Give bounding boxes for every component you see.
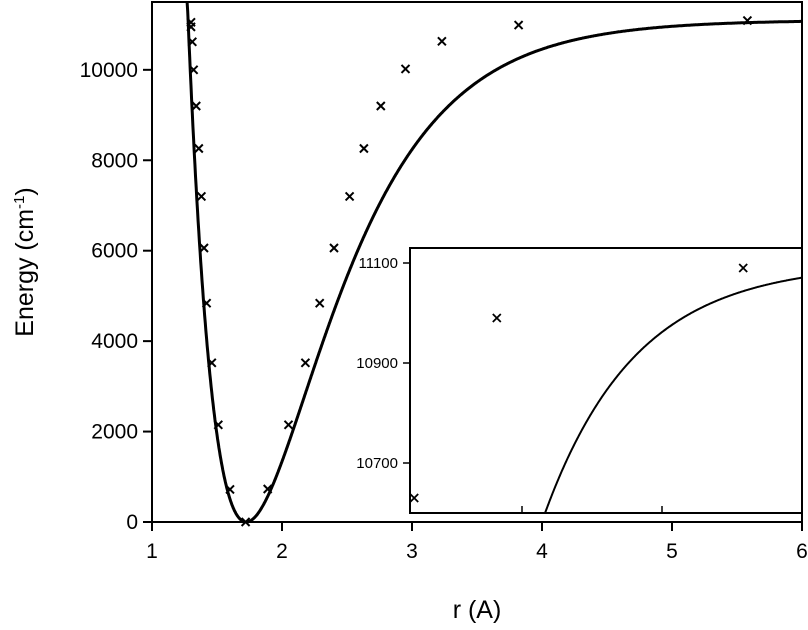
data-point-marker: [283, 420, 294, 430]
data-point-marker: [742, 15, 753, 26]
main-series: [185, 1, 802, 527]
data-point-marker: [344, 191, 355, 202]
data-point-marker: [513, 20, 524, 30]
x-tick-label: 5: [666, 540, 678, 563]
y-tick-label: 2000: [91, 421, 138, 444]
inset-plot-frame: [409, 247, 803, 514]
y-tick-label: 6000: [91, 240, 138, 263]
data-point-marker: [329, 243, 339, 253]
inset-data-point-marker: [492, 313, 502, 323]
inset-x-axis: [521, 506, 663, 513]
inset-y-tick-label: 10700: [356, 455, 398, 472]
y-axis-title-close: ): [11, 187, 39, 195]
main-x-axis: 1 2 3 4 5 6: [146, 522, 808, 563]
y-tick-label: 0: [126, 511, 138, 534]
inset-y-axis: 10700 10900 11100: [356, 255, 410, 472]
y-axis-title: Energy (cm-1): [11, 187, 39, 336]
inset-y-tick-label: 11100: [359, 255, 399, 272]
y-axis-title-superscript: -1: [11, 196, 28, 209]
data-point-marker: [262, 484, 273, 494]
x-tick-label: 4: [536, 540, 548, 563]
x-axis-title: r (A): [453, 596, 502, 624]
data-point-marker: [314, 298, 325, 308]
data-point-marker: [437, 36, 447, 47]
inset-series: [409, 263, 803, 514]
y-axis-title-main: Energy (cm: [11, 209, 39, 337]
data-point-marker: [225, 484, 235, 495]
y-tick-label: 8000: [91, 149, 138, 172]
data-point-marker: [201, 298, 212, 308]
inset-potential-curve: [541, 276, 803, 514]
x-tick-label: 6: [796, 540, 808, 563]
data-point-marker: [199, 243, 209, 253]
y-tick-label: 10000: [80, 59, 138, 82]
data-point-marker: [196, 191, 207, 202]
data-point-marker: [194, 143, 204, 154]
potential-curve: [185, 1, 802, 524]
data-point-marker: [300, 358, 311, 368]
data-point-marker: [213, 420, 224, 430]
data-point-marker: [188, 65, 199, 75]
data-point-marker: [240, 517, 251, 527]
y-tick-label: 4000: [91, 330, 138, 353]
inset-data-point-marker: [738, 263, 748, 273]
x-tick-label: 1: [146, 540, 158, 563]
data-point-marker: [376, 101, 386, 111]
x-tick-label: 2: [276, 540, 288, 563]
inset-background: [410, 248, 802, 513]
main-y-axis: 0 2000 4000 6000 8000 10000: [80, 59, 152, 534]
inset-data-point-marker: [409, 493, 419, 503]
data-point-marker: [359, 143, 369, 154]
inset-y-tick-label: 10900: [356, 355, 398, 372]
data-point-marker: [187, 37, 198, 47]
data-point-marker: [207, 358, 217, 368]
data-point-marker: [191, 101, 201, 111]
data-point-marker: [400, 64, 411, 74]
x-tick-label: 3: [406, 540, 418, 563]
data-point-marker: [186, 22, 196, 32]
